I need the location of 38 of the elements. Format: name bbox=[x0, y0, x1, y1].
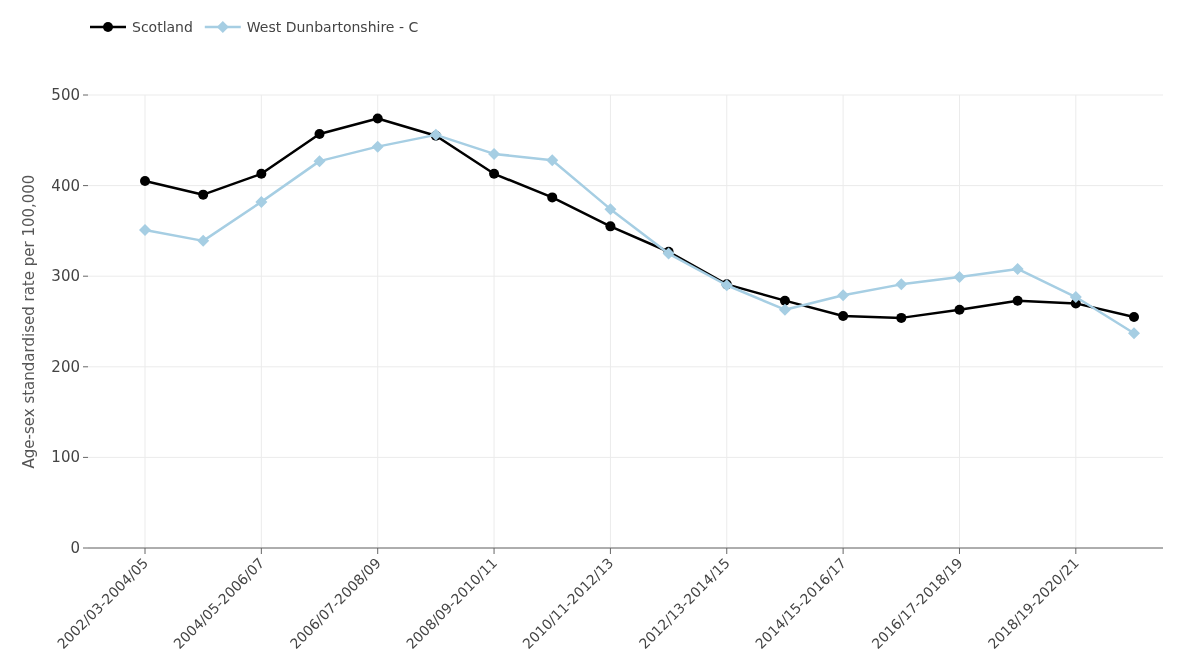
point bbox=[604, 203, 617, 216]
y-tick-label: 400 bbox=[51, 176, 80, 195]
point bbox=[313, 155, 326, 168]
point bbox=[140, 176, 150, 187]
point bbox=[372, 113, 383, 124]
legend-label: Scotland bbox=[132, 19, 193, 35]
point bbox=[255, 195, 268, 208]
y-tick-label: 100 bbox=[51, 448, 80, 467]
point bbox=[895, 278, 908, 291]
point bbox=[1129, 311, 1139, 322]
point bbox=[837, 289, 850, 302]
point bbox=[488, 147, 501, 160]
y-tick-label: 300 bbox=[51, 267, 80, 286]
point bbox=[546, 154, 559, 167]
point bbox=[954, 304, 965, 315]
point bbox=[953, 271, 966, 284]
point bbox=[778, 303, 791, 316]
point bbox=[838, 311, 849, 322]
point bbox=[198, 189, 209, 200]
point bbox=[1069, 291, 1082, 304]
point bbox=[547, 192, 558, 203]
legend-label: West Dunbartonshire - C bbox=[246, 19, 419, 35]
y-tick-label: 0 bbox=[70, 539, 80, 557]
point bbox=[1011, 262, 1024, 275]
point bbox=[256, 168, 267, 179]
point bbox=[371, 140, 384, 153]
point bbox=[779, 295, 790, 306]
point bbox=[1128, 327, 1140, 340]
point bbox=[489, 168, 500, 179]
y-axis-title: Age-sex standardised rate per 100,000 bbox=[20, 174, 38, 469]
point bbox=[197, 234, 210, 247]
point bbox=[1012, 295, 1023, 306]
point bbox=[139, 223, 151, 236]
point bbox=[896, 312, 907, 323]
point bbox=[605, 221, 616, 232]
y-tick-label: 500 bbox=[51, 86, 80, 104]
point bbox=[314, 128, 325, 139]
y-tick-label: 200 bbox=[51, 357, 80, 376]
